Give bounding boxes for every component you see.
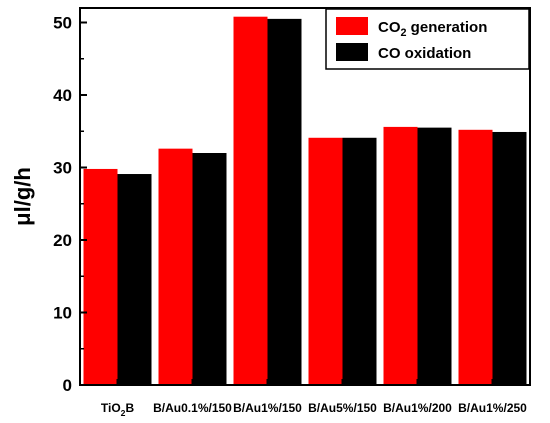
bar-co-oxidation-5: [492, 131, 527, 385]
bar-co-oxidation-3: [342, 137, 377, 385]
bar-co2-generation-0: [83, 168, 118, 385]
bar-co-oxidation-0: [117, 174, 152, 385]
legend: CO2 generation CO oxidation: [325, 8, 530, 70]
bar-co-oxidation-2: [267, 18, 302, 385]
bar-co2-generation-4: [383, 126, 418, 386]
bar-co2-generation-1: [158, 148, 193, 385]
legend-label-0: CO2 generation: [378, 19, 487, 39]
x-tick-label: TiO2B: [101, 401, 135, 418]
y-axis-title: μl/g/h: [10, 167, 35, 226]
legend-label-1: CO oxidation: [378, 45, 471, 62]
y-tick-label: 10: [53, 304, 72, 323]
bar-co-oxidation-4: [417, 127, 452, 385]
y-tick-label: 20: [53, 231, 72, 250]
y-tick-label: 50: [53, 14, 72, 33]
y-tick-label: 0: [63, 376, 72, 395]
x-tick-label: B/Au1%/150: [233, 401, 302, 415]
x-tick-label: B/Au5%/150: [308, 401, 377, 415]
y-tick-label: 30: [53, 159, 72, 178]
x-tick-label: B/Au1%/250: [458, 401, 527, 415]
bar-co-oxidation-1: [192, 153, 227, 385]
y-tick-label: 40: [53, 86, 72, 105]
bars-layer: [83, 16, 527, 386]
bar-co2-generation-2: [233, 16, 268, 385]
x-tick-label: B/Au0.1%/150: [153, 401, 232, 415]
legend-swatch-0: [336, 17, 368, 35]
plot-frame: [79, 7, 531, 386]
legend-swatch-1: [336, 43, 368, 61]
bar-co2-generation-3: [308, 137, 343, 385]
y-axis-ticks: 0 10 20 30 40 50: [53, 14, 87, 395]
bar-co2-generation-5: [458, 129, 493, 385]
x-axis-ticks: TiO2B B/Au0.1%/150 B/Au1%/150 B/Au5%/150 B/A…: [101, 379, 527, 418]
x-tick-label: B/Au1%/200: [383, 401, 452, 415]
